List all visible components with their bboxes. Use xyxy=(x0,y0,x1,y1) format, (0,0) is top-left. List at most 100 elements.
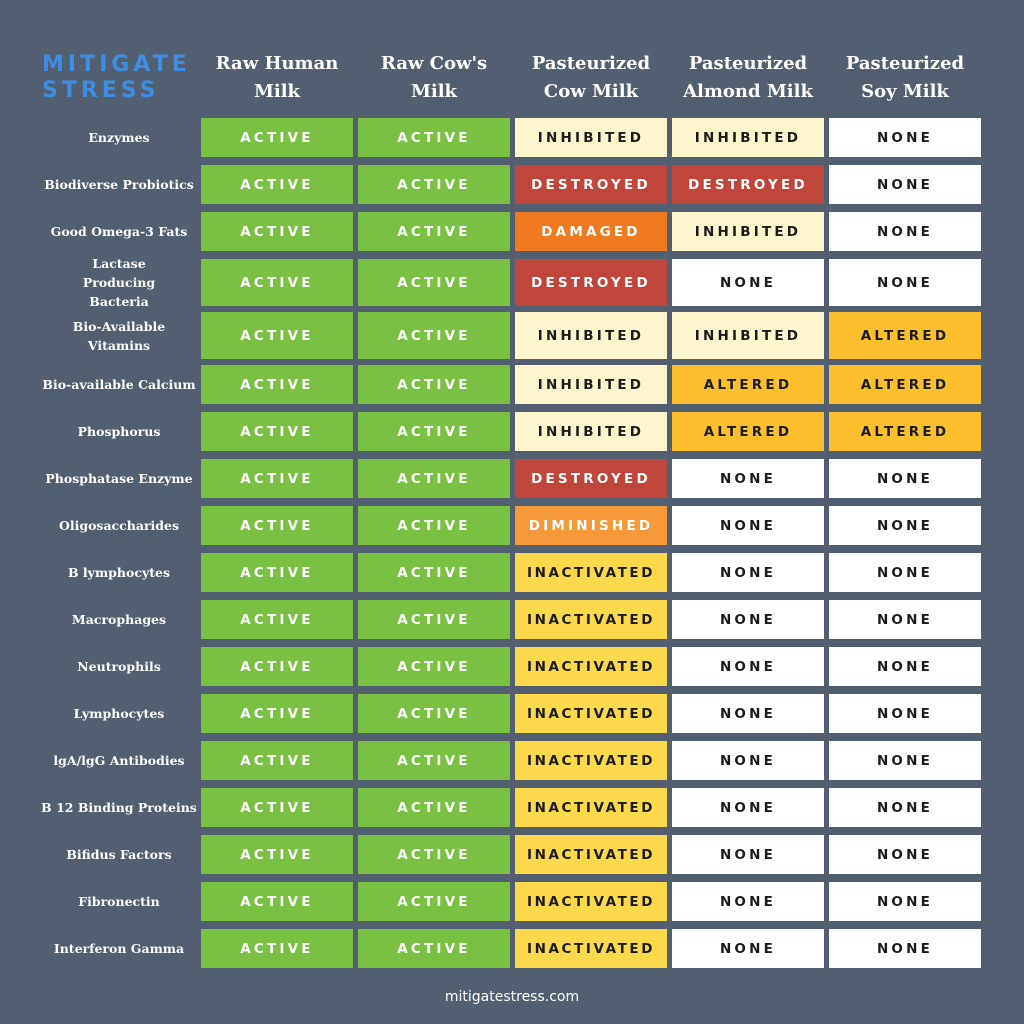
row-label: B lymphocytes xyxy=(68,565,170,580)
status-cell: INHIBITED xyxy=(515,412,667,451)
status-cell: NONE xyxy=(672,459,824,498)
status-cell: ACTIVE xyxy=(201,553,353,592)
status-cell: NONE xyxy=(829,118,981,157)
status-cell: ACTIVE xyxy=(201,835,353,874)
status-cell: DIMINISHED xyxy=(515,506,667,545)
status-cell: NONE xyxy=(829,259,981,306)
status-cell: NONE xyxy=(672,835,824,874)
status-cell: NONE xyxy=(672,553,824,592)
status-cell: ACTIVE xyxy=(358,412,510,451)
status-cell: ALTERED xyxy=(829,365,981,404)
column-header-line: Soy Milk xyxy=(861,81,949,102)
status-cell: ACTIVE xyxy=(201,647,353,686)
status-cell: NONE xyxy=(829,506,981,545)
row-label: Macrophages xyxy=(71,612,167,627)
column-header: Raw Cow's Milk xyxy=(354,50,514,106)
row-label: Neutrophils xyxy=(77,659,161,674)
status-cell: NONE xyxy=(829,694,981,733)
row-label: lgA/lgG Antibodies xyxy=(53,753,185,768)
status-cell: INACTIVATED xyxy=(515,788,667,827)
status-cell: ACTIVE xyxy=(358,788,510,827)
status-cell: INHIBITED xyxy=(672,312,824,359)
status-cell: ACTIVE xyxy=(201,212,353,251)
row-label: Interferon Gamma xyxy=(53,941,185,956)
status-cell: ACTIVE xyxy=(201,506,353,545)
status-cell: ACTIVE xyxy=(201,929,353,968)
column-header-line: Pasteurized xyxy=(845,53,965,74)
status-cell: ACTIVE xyxy=(358,459,510,498)
status-cell: INHIBITED xyxy=(672,212,824,251)
status-cell: ACTIVE xyxy=(358,741,510,780)
status-cell: NONE xyxy=(829,741,981,780)
row-label: Bio-available Calcium xyxy=(42,377,196,392)
status-cell: INHIBITED xyxy=(515,312,667,359)
status-cell: DESTROYED xyxy=(515,459,667,498)
row-label: Bifidus Factors xyxy=(66,847,172,862)
row-label: Fibronectin xyxy=(78,894,160,909)
status-cell: INACTIVATED xyxy=(515,600,667,639)
status-cell: DAMAGED xyxy=(515,212,667,251)
status-cell: NONE xyxy=(829,165,981,204)
status-cell: ALTERED xyxy=(829,312,981,359)
status-cell: ACTIVE xyxy=(358,694,510,733)
status-cell: INHIBITED xyxy=(515,118,667,157)
status-cell: DESTROYED xyxy=(515,259,667,306)
status-cell: ACTIVE xyxy=(358,600,510,639)
column-header: Pasteurized Soy Milk xyxy=(825,50,985,106)
status-cell: NONE xyxy=(672,600,824,639)
column-header-line: Pasteurized xyxy=(531,53,651,74)
status-cell: ACTIVE xyxy=(358,647,510,686)
status-cell: INACTIVATED xyxy=(515,647,667,686)
row-label: Bio-Available Vitamins xyxy=(72,318,166,353)
status-cell: ALTERED xyxy=(672,412,824,451)
status-cell: NONE xyxy=(829,212,981,251)
status-cell: NONE xyxy=(829,459,981,498)
status-cell: ALTERED xyxy=(672,365,824,404)
row-label: Enzymes xyxy=(88,130,150,145)
status-cell: ACTIVE xyxy=(201,788,353,827)
status-cell: NONE xyxy=(672,259,824,306)
status-cell: NONE xyxy=(829,788,981,827)
status-cell: ACTIVE xyxy=(201,741,353,780)
status-cell: INACTIVATED xyxy=(515,882,667,921)
status-cell: ACTIVE xyxy=(358,929,510,968)
column-header-line: Milk xyxy=(253,81,301,102)
status-cell: ACTIVE xyxy=(358,259,510,306)
status-cell: NONE xyxy=(672,929,824,968)
row-label: Phosphorus xyxy=(77,424,161,439)
status-cell: ACTIVE xyxy=(201,259,353,306)
status-cell: INHIBITED xyxy=(515,365,667,404)
status-cell: ACTIVE xyxy=(358,165,510,204)
logo-line-1: MITIGATE xyxy=(42,52,191,77)
row-label: Oligosaccharides xyxy=(58,518,180,533)
status-cell: ACTIVE xyxy=(358,553,510,592)
row-label: B 12 Binding Proteins xyxy=(41,800,197,815)
status-cell: ACTIVE xyxy=(358,312,510,359)
column-header-line: Raw Human xyxy=(215,53,339,74)
status-cell: NONE xyxy=(829,929,981,968)
row-label: Lactase Producing Bacteria xyxy=(82,256,156,309)
column-header-line: Almond Milk xyxy=(683,81,813,102)
status-cell: ACTIVE xyxy=(358,882,510,921)
status-cell: ACTIVE xyxy=(358,365,510,404)
logo-line-2: STRESS xyxy=(42,78,160,103)
status-cell: INACTIVATED xyxy=(515,694,667,733)
column-header: Pasteurized Cow Milk xyxy=(511,50,671,106)
column-header: Pasteurized Almond Milk xyxy=(668,50,828,106)
status-cell: NONE xyxy=(829,835,981,874)
status-cell: ACTIVE xyxy=(201,118,353,157)
status-cell: INACTIVATED xyxy=(515,553,667,592)
status-cell: NONE xyxy=(672,647,824,686)
status-cell: ACTIVE xyxy=(358,506,510,545)
column-header-line: Milk xyxy=(410,81,458,102)
status-cell: ACTIVE xyxy=(201,694,353,733)
status-cell: INACTIVATED xyxy=(515,835,667,874)
status-cell: INACTIVATED xyxy=(515,929,667,968)
status-cell: DESTROYED xyxy=(672,165,824,204)
row-label: Biodiverse Probiotics xyxy=(44,177,194,192)
row-label: Phosphatase Enzyme xyxy=(45,471,193,486)
status-cell: INACTIVATED xyxy=(515,741,667,780)
footer-url: mitigatestress.com xyxy=(444,989,580,1005)
status-cell: ACTIVE xyxy=(358,835,510,874)
status-cell: ACTIVE xyxy=(201,312,353,359)
